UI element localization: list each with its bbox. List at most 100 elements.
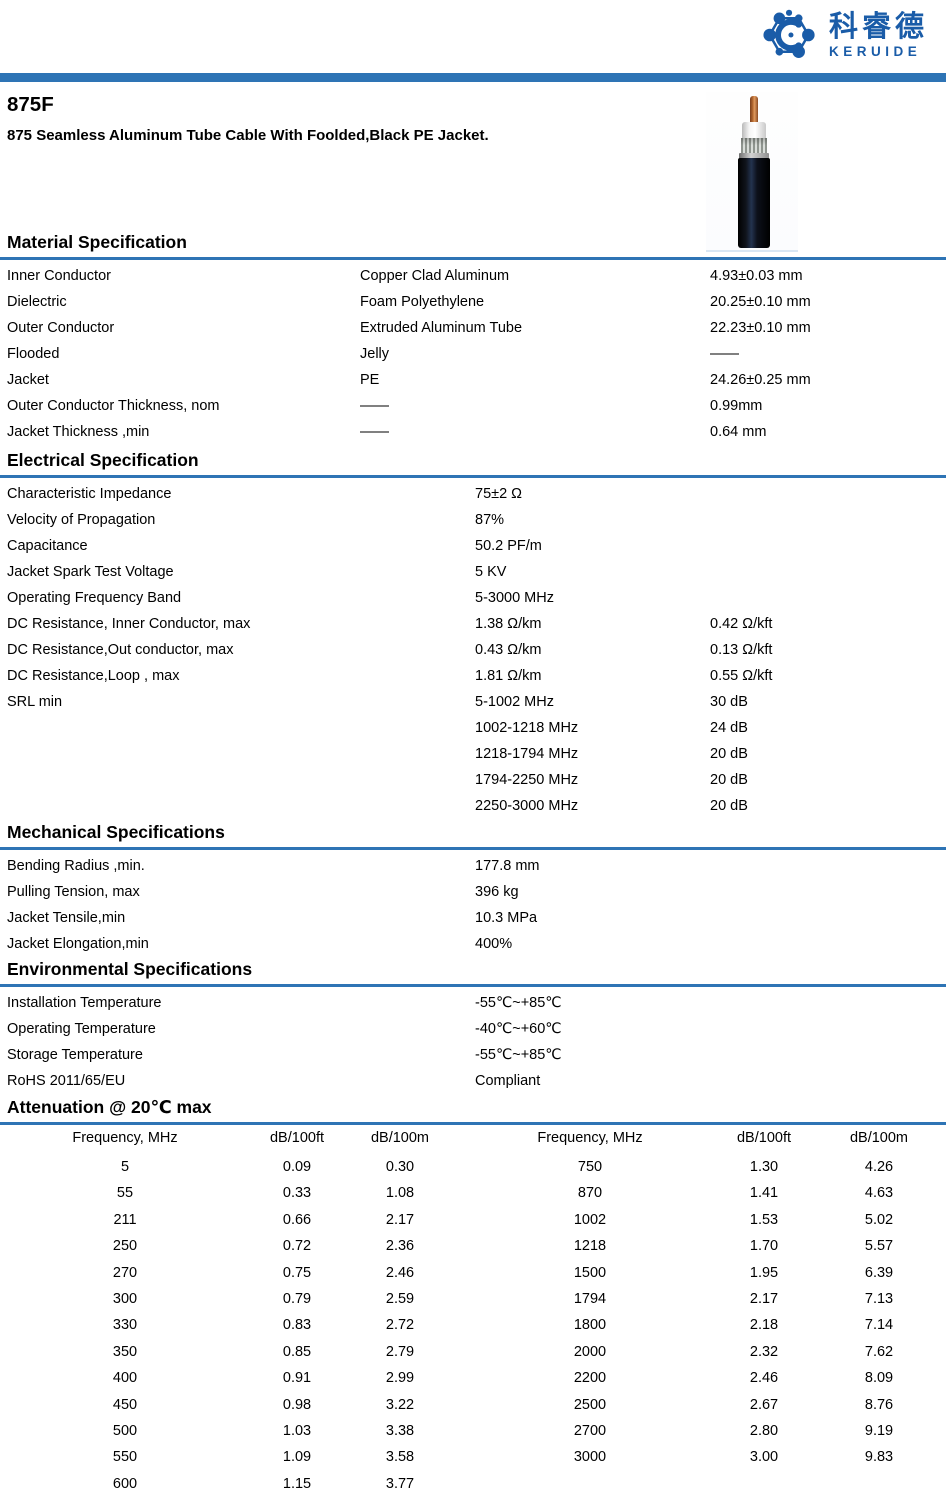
table-cell (710, 559, 946, 585)
table-cell: Compliant (475, 1073, 541, 1089)
brand-logo: 科睿德 KERUIDE (759, 7, 928, 63)
table-cell (710, 507, 946, 533)
table-cell: PE (360, 372, 380, 388)
table-cell: 87% (475, 512, 505, 528)
table-cell: Pulling Tension, max (7, 884, 140, 900)
table-cell: 20 dB (710, 798, 748, 814)
table-cell: Extruded Aluminum Tube (360, 320, 523, 336)
table-cell: 600 (112, 1475, 138, 1492)
section-title: Material Specification (0, 232, 946, 260)
table-cell: Foam Polyethylene (360, 294, 485, 310)
table-cell: 2.46 (749, 1370, 779, 1387)
table-cell: 75±2 Ω (475, 486, 523, 502)
table-cell: 0.13 Ω/kft (710, 642, 773, 658)
electrical-spec-row: DC Resistance,Loop , max 1.81 Ω/km 0.55 Ω/… (0, 663, 946, 689)
attenuation-row: 2700 2.80 9.19 (470, 1418, 946, 1444)
table-cell: 870 (577, 1185, 603, 1202)
table-cell: Inner Conductor (7, 268, 111, 284)
table-cell: 2.59 (385, 1291, 415, 1308)
material-spec-row: Flooded Jelly —— (0, 341, 946, 367)
table-cell: 1.15 (282, 1475, 312, 1492)
table-cell: 8.09 (864, 1370, 894, 1387)
table-cell: 400 (112, 1370, 138, 1387)
table-cell: 0.09 (282, 1159, 312, 1175)
mechanical-spec-row: Jacket Tensile,min 10.3 MPa (0, 905, 946, 931)
table-cell: 2000 (573, 1343, 607, 1360)
table-cell: 7.13 (864, 1291, 894, 1308)
attenuation-row: 1794 2.17 7.13 (470, 1286, 946, 1312)
table-cell: 0.66 (282, 1211, 312, 1228)
attenuation-row: 400 0.91 2.99 (0, 1365, 470, 1391)
table-cell: 350 (112, 1343, 138, 1360)
table-cell: 177.8 mm (475, 858, 540, 874)
section-title: Environmental Specifications (0, 959, 946, 987)
table-cell: 5 KV (475, 564, 507, 580)
header-divider (0, 73, 946, 82)
table-cell: 3.22 (385, 1396, 415, 1413)
table-cell (7, 767, 475, 793)
table-cell: 2700 (573, 1423, 607, 1440)
table-cell: 5-1002 MHz (475, 694, 554, 710)
attenuation-row: 330 0.83 2.72 (0, 1312, 470, 1338)
table-cell: 1218-1794 MHz (475, 746, 579, 762)
attenuation-row: 1500 1.95 6.39 (470, 1260, 946, 1286)
table-cell: 2.32 (749, 1343, 779, 1360)
mechanical-spec-row: Jacket Elongation,min 400% (0, 931, 946, 957)
table-cell: 2200 (573, 1370, 607, 1387)
table-cell (710, 533, 946, 559)
attenuation-row: 1800 2.18 7.14 (470, 1312, 946, 1338)
electrical-spec-row: DC Resistance, Inner Conductor, max 1.38 … (0, 611, 946, 637)
table-cell: 5.02 (864, 1211, 894, 1228)
attenuation-row: 350 0.85 2.79 (0, 1339, 470, 1365)
table-cell: Velocity of Propagation (7, 512, 156, 528)
table-cell: 2.67 (749, 1396, 779, 1413)
table-cell: 0.99mm (710, 398, 763, 414)
material-spec-row: Outer Conductor Extruded Aluminum Tube 22.… (0, 315, 946, 341)
product-model-title: 875F (7, 93, 54, 116)
table-cell: 1500 (573, 1264, 607, 1281)
table-cell: 400% (475, 936, 513, 952)
section-material-specification: Material Specification Inner Conductor Co… (0, 232, 946, 445)
attenuation-row: 2200 2.46 8.09 (470, 1365, 946, 1391)
table-cell: 24.26±0.25 mm (710, 372, 811, 388)
table-cell: DC Resistance,Loop , max (7, 668, 180, 684)
table-cell: 10.3 MPa (475, 910, 538, 926)
table-cell: 1218 (573, 1238, 607, 1255)
column-header-frequency: Frequency, MHz (72, 1130, 178, 1146)
table-cell: Jacket Tensile,min (7, 910, 126, 926)
table-cell: 2.72 (385, 1317, 415, 1334)
table-cell: 2.99 (385, 1370, 415, 1387)
environmental-spec-row: Operating Temperature -40℃~+60℃ (0, 1016, 946, 1042)
table-cell: 5-3000 MHz (475, 590, 554, 606)
table-cell: 2.17 (385, 1211, 415, 1228)
section-title: Mechanical Specifications (0, 822, 946, 850)
table-cell: Jacket Spark Test Voltage (7, 564, 174, 580)
column-header-frequency: Frequency, MHz (537, 1130, 643, 1146)
table-cell: Characteristic Impedance (7, 486, 172, 502)
table-cell: Bending Radius ,min. (7, 858, 145, 874)
table-cell: 1.30 (749, 1159, 779, 1175)
electrical-spec-row: Characteristic Impedance 75±2 Ω (0, 481, 946, 507)
table-cell: 0.64 mm (710, 424, 767, 440)
table-cell: 5.57 (864, 1238, 894, 1255)
table-cell: 2.46 (385, 1264, 415, 1281)
attenuation-row: 270 0.75 2.46 (0, 1260, 470, 1286)
section-mechanical-specifications: Mechanical Specifications Bending Radius… (0, 822, 946, 957)
table-cell: Jelly (360, 346, 390, 362)
material-spec-row: Outer Conductor Thickness, nom —— 0.99mm (0, 393, 946, 419)
attenuation-row: 250 0.72 2.36 (0, 1233, 470, 1259)
table-cell: 1.08 (385, 1185, 415, 1202)
table-cell: —— (360, 424, 389, 440)
attenuation-row: 2000 2.32 7.62 (470, 1339, 946, 1365)
table-cell: 50.2 PF/m (475, 538, 542, 554)
mechanical-spec-row: Pulling Tension, max 396 kg (0, 879, 946, 905)
table-cell: Jacket Elongation,min (7, 936, 149, 952)
table-cell: 0.75 (282, 1264, 312, 1281)
attenuation-table-right: Frequency, MHz dB/100ft dB/100m 750 1.30 4… (470, 1125, 946, 1471)
table-cell: 3000 (573, 1449, 607, 1466)
table-cell: 22.23±0.10 mm (710, 320, 811, 336)
cable-dielectric (742, 122, 766, 139)
table-cell: Jacket (7, 372, 49, 388)
table-cell: Dielectric (7, 294, 67, 310)
